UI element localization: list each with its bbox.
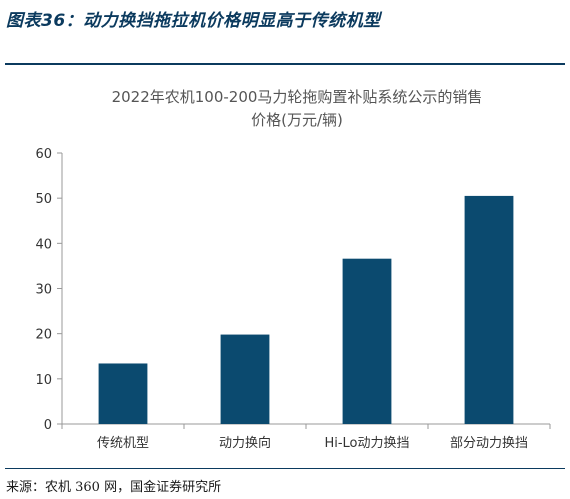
x-category-label: 动力换向 bbox=[219, 435, 271, 451]
figure-title: 图表36：动力换挡拖拉机价格明显高于传统机型 bbox=[6, 11, 381, 31]
bottom-divider bbox=[5, 468, 565, 469]
x-category-label: 部分动力换挡 bbox=[450, 436, 528, 451]
bar bbox=[98, 363, 148, 424]
chart-title-line-2: 价格(万元/辆) bbox=[251, 111, 343, 129]
bar bbox=[464, 195, 514, 424]
top-divider bbox=[5, 63, 565, 65]
y-tick-label: 10 bbox=[35, 373, 52, 388]
bars bbox=[98, 195, 514, 424]
bar bbox=[220, 334, 270, 424]
y-tick-label: 50 bbox=[35, 192, 52, 207]
chart-title-line-1: 2022年农机100-200马力轮拖购置补贴系统公示的销售 bbox=[112, 88, 483, 106]
y-tick-label: 0 bbox=[44, 418, 52, 433]
y-tick-label: 30 bbox=[35, 283, 52, 298]
x-category-label: 传统机型 bbox=[97, 436, 149, 451]
y-axis: 0 10 20 30 40 50 60 bbox=[35, 147, 63, 433]
y-tick-label: 20 bbox=[35, 328, 52, 343]
x-axis: 传统机型 动力换向 Hi-Lo动力换挡 部分动力换挡 bbox=[61, 423, 551, 451]
source-note: 来源：农机 360 网，国金证券研究所 bbox=[6, 480, 222, 495]
bar bbox=[342, 258, 392, 424]
y-tick-label: 40 bbox=[35, 237, 52, 252]
y-tick-label: 60 bbox=[35, 147, 52, 162]
x-category-label: Hi-Lo动力换挡 bbox=[324, 436, 409, 451]
